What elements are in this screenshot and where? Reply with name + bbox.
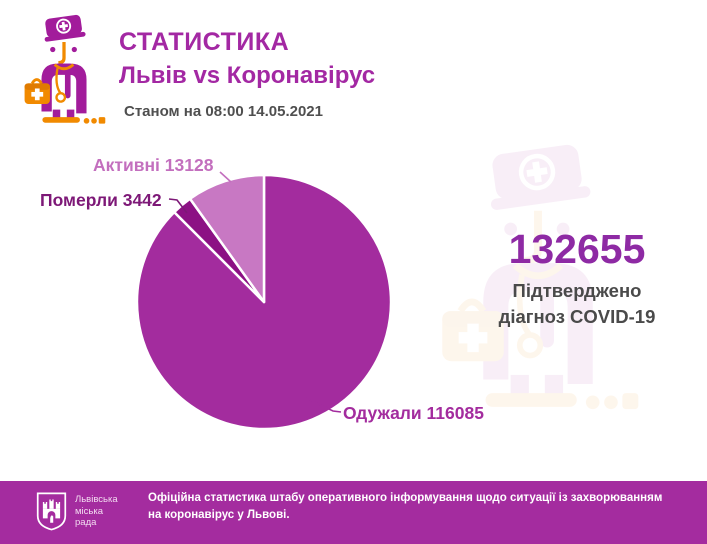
confirmed-label-line1: Підтверджено [512, 280, 642, 301]
footer-bar [0, 481, 707, 544]
page-title: СТАТИСТИКА [119, 28, 290, 56]
confirmed-label-line2: діагноз COVID-19 [498, 306, 656, 327]
pie-chart [135, 173, 393, 431]
confirmed-total-label: Підтверджено діагноз COVID-19 [447, 278, 707, 330]
as-of-date: Станом на 08:00 14.05.2021 [124, 103, 323, 120]
crest-caption-line3: рада [75, 517, 97, 528]
callout-deaths: Померли 3442 [40, 190, 162, 210]
confirmed-total-value: 132655 [508, 226, 646, 272]
callout-active-cases: Активні 13128 [93, 155, 214, 175]
callout-recovered: Одужали 116085 [343, 403, 484, 423]
doctor-icon [16, 12, 112, 134]
crest-caption-line2: міська [75, 505, 103, 517]
crest-caption: Львівська міська рада [75, 494, 118, 529]
confirmed-total-block: 132655 Підтверджено діагноз COVID-19 [447, 228, 707, 330]
page-subtitle: Львів vs Коронавірус [119, 62, 376, 89]
footer-disclaimer: Офіційна статистика штабу оперативного і… [148, 492, 663, 521]
lviv-city-council-crest-icon [36, 491, 67, 532]
crest-caption-line1: Львівська [75, 494, 118, 505]
